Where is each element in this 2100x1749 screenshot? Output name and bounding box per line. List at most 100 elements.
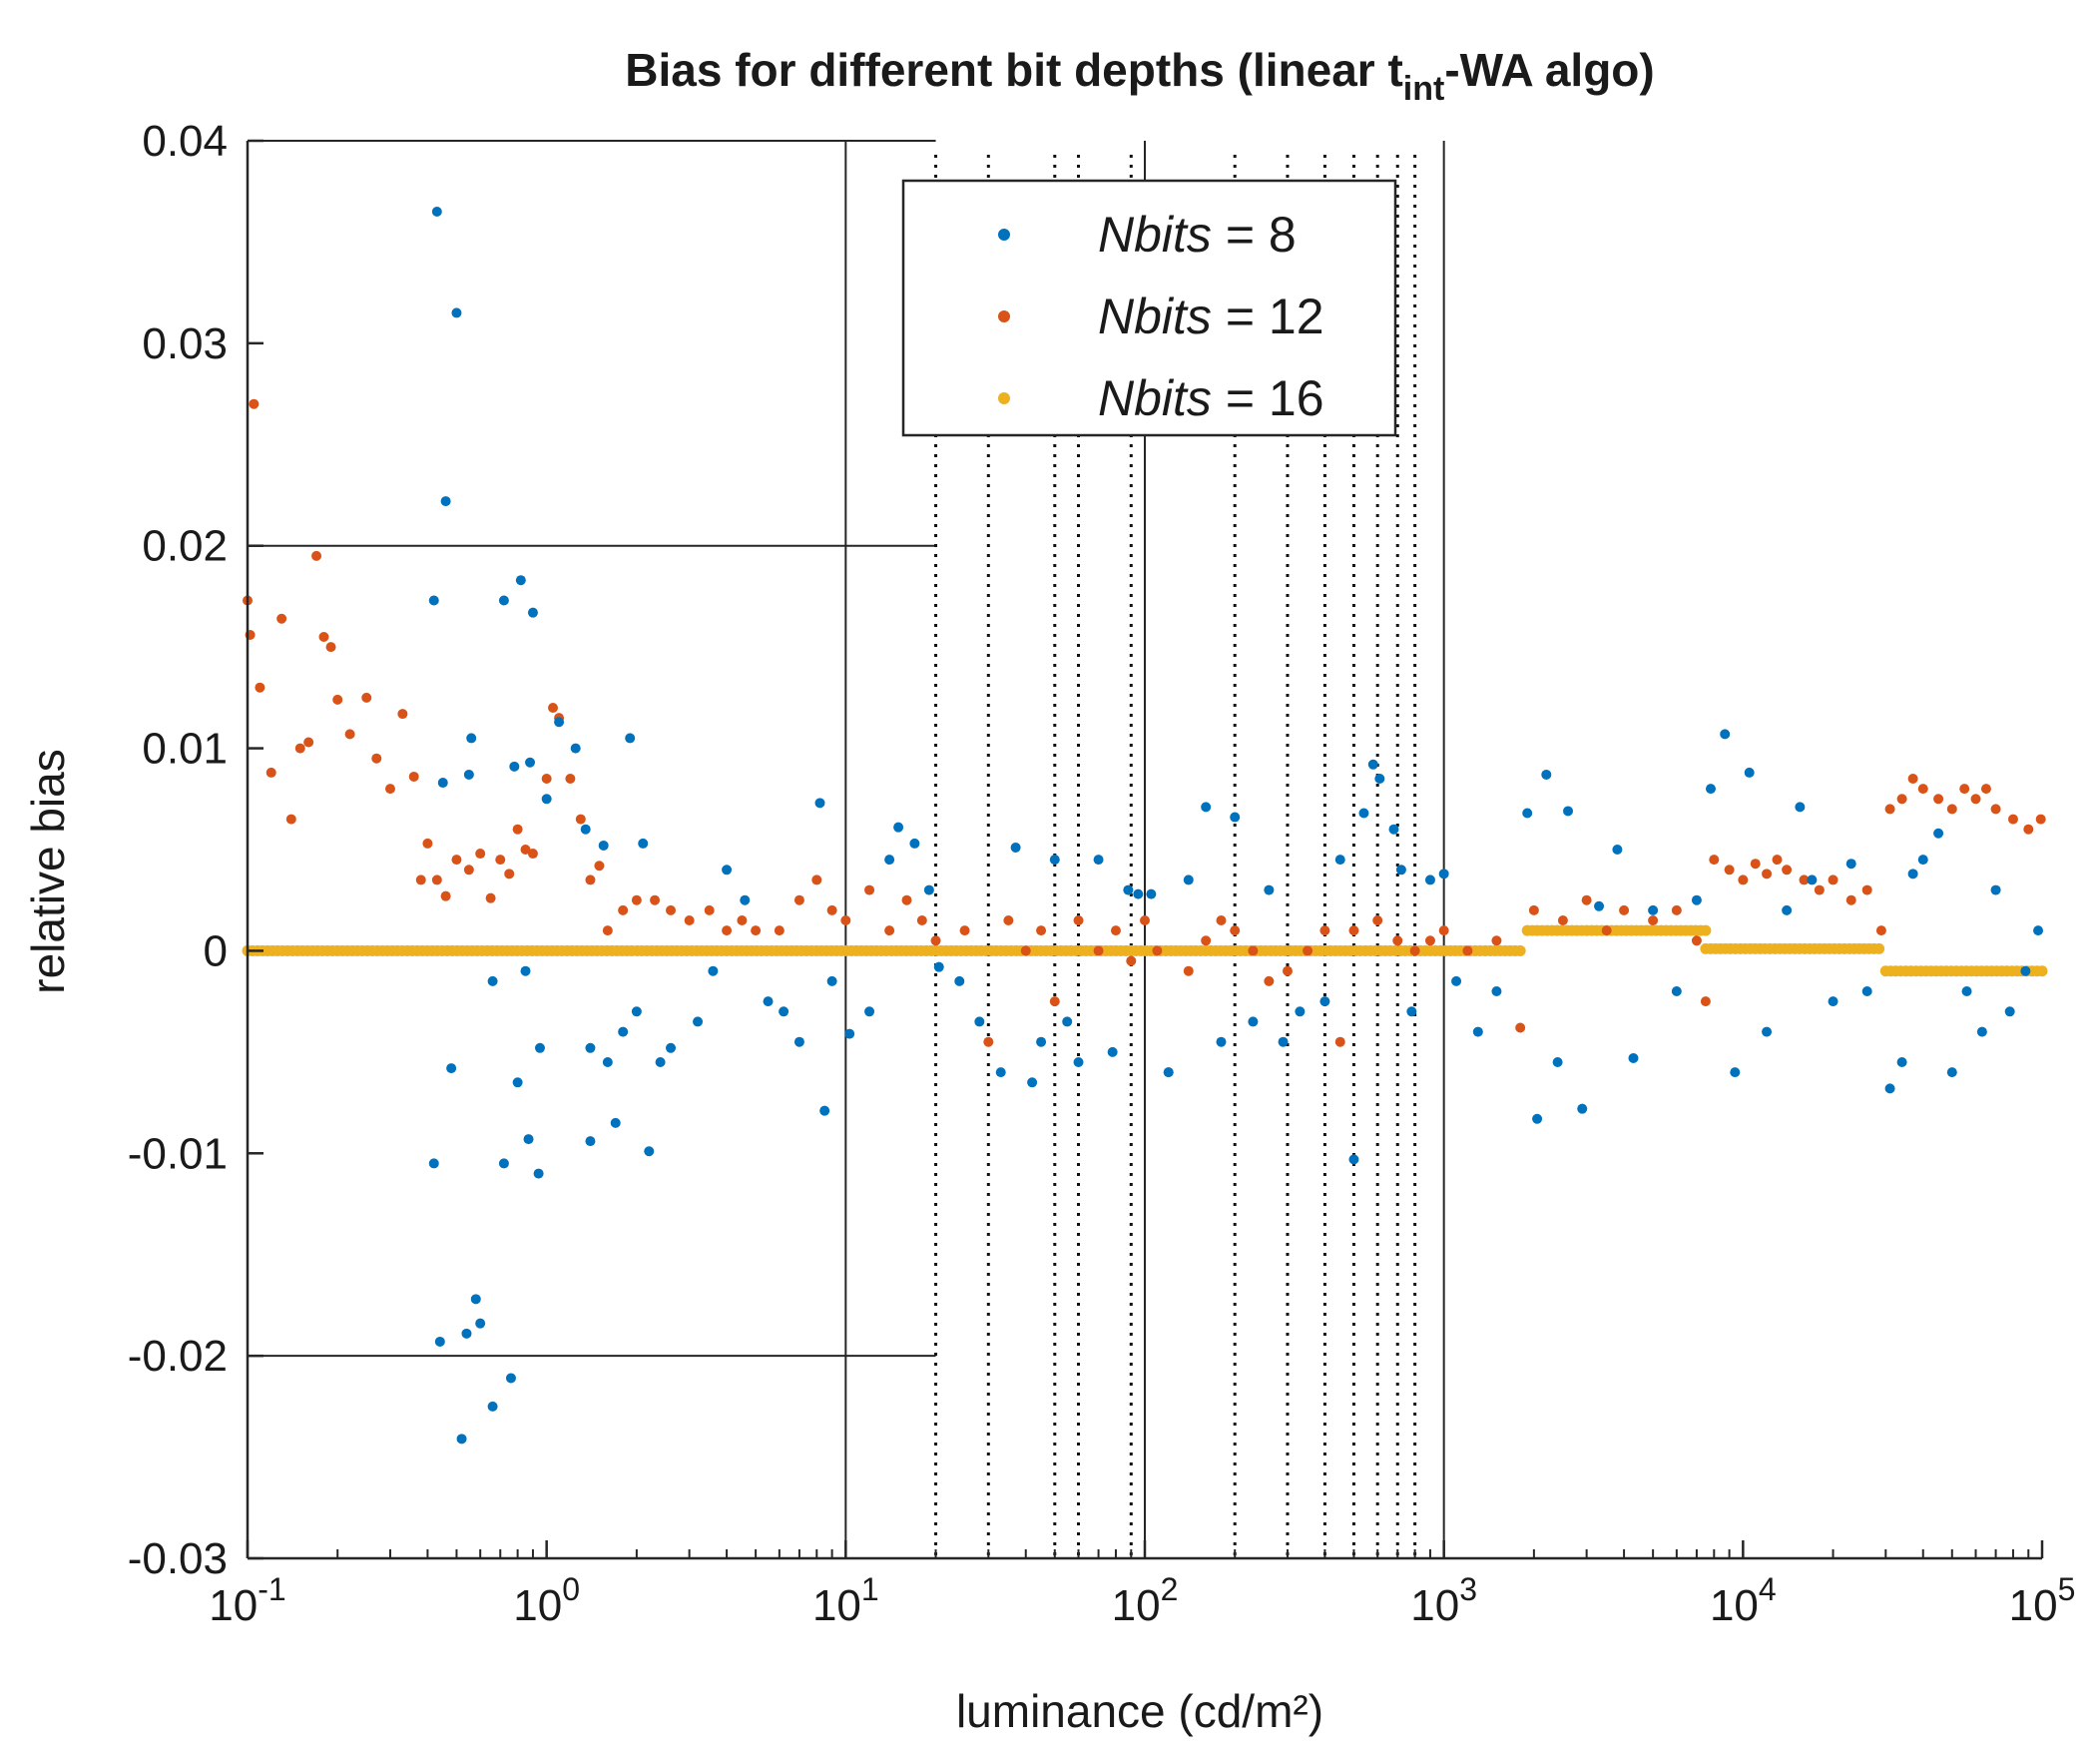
series-12-point <box>1907 774 1918 784</box>
series-8-point <box>1691 894 1702 905</box>
series-12-point <box>1264 975 1275 986</box>
series-8-point <box>512 1077 523 1088</box>
series-12-point <box>1248 945 1259 956</box>
y-axis-label: relative bias <box>22 749 74 993</box>
series-8-point <box>534 1042 545 1053</box>
series-8-point <box>1563 806 1574 817</box>
series-8-point <box>437 778 448 789</box>
series-12-point <box>485 892 496 903</box>
series-8-point <box>1334 855 1345 866</box>
series-8-point <box>580 824 591 835</box>
legend-entry: Nbits = 12 <box>1098 289 1324 344</box>
series-8-point <box>1577 1103 1588 1114</box>
series-12-point <box>1700 996 1711 1007</box>
series-12-point <box>575 814 586 825</box>
series-12-point <box>1845 894 1856 905</box>
series-12-point <box>1183 965 1194 976</box>
series-12-point <box>2023 824 2034 835</box>
series-12-point <box>1334 1036 1345 1047</box>
series-8-point <box>440 496 451 507</box>
series-12-point <box>548 703 559 713</box>
series-12-point <box>1814 884 1825 895</box>
series-16-point <box>1514 944 1526 956</box>
series-12-point <box>1917 784 1928 795</box>
series-12-point <box>1372 915 1383 925</box>
series-12-point <box>1303 945 1313 956</box>
series-12-point <box>1970 794 1981 805</box>
series-12-point <box>344 729 355 740</box>
series-8-point <box>693 1016 704 1027</box>
series-8-point <box>1062 1016 1073 1027</box>
series-8-point <box>666 1042 677 1053</box>
x-tick-label: 101 <box>812 1571 879 1630</box>
series-12-point <box>311 550 322 561</box>
series-8-point <box>585 1042 596 1053</box>
series-12-point <box>371 753 382 764</box>
series-8-point <box>1884 1083 1895 1094</box>
series-12-point <box>276 613 287 624</box>
series-8-point <box>631 1006 642 1017</box>
y-tick-label: -0.03 <box>128 1534 228 1583</box>
series-8-point <box>431 207 442 217</box>
series-12-point <box>475 849 486 860</box>
series-8-point <box>893 822 904 833</box>
series-12-point <box>422 838 433 849</box>
x-axis-label: luminance (cd/m²) <box>956 1685 1323 1737</box>
series-12-point <box>1933 794 1944 805</box>
series-8-point <box>1295 1006 1306 1017</box>
series-12-point <box>361 692 372 703</box>
y-tick-label: -0.01 <box>128 1129 228 1178</box>
series-12-point <box>1392 935 1403 946</box>
series-12-point <box>265 767 276 778</box>
series-8-point <box>1648 904 1659 915</box>
series-12-point <box>303 737 314 748</box>
series-8-point <box>1093 855 1104 866</box>
series-12-point <box>1409 945 1420 956</box>
series-12-point <box>1557 915 1568 925</box>
series-8-point <box>541 794 552 805</box>
series-12-point <box>318 632 329 642</box>
series-12-point <box>1946 804 1957 815</box>
series-8-point <box>2033 925 2044 936</box>
x-tick-label: 104 <box>1710 1571 1777 1630</box>
series-12-point <box>249 398 260 409</box>
series-12-point <box>1581 894 1592 905</box>
y-tick-label: -0.02 <box>128 1332 228 1381</box>
legend: Nbits = 8 Nbits = 12 Nbits = 16 <box>901 179 1397 437</box>
series-8-point <box>446 1063 457 1074</box>
series-12-point <box>397 709 408 720</box>
series-12-point <box>1980 784 1991 795</box>
series-12-point <box>431 874 442 885</box>
series-8-point <box>618 1026 629 1037</box>
series-8-point <box>1828 996 1838 1007</box>
series-12-point <box>1884 804 1895 815</box>
series-12-point <box>737 915 748 925</box>
series-12-point <box>285 814 296 825</box>
series-12-point <box>1648 915 1659 925</box>
series-12-point <box>1528 904 1539 915</box>
series-12-point <box>1772 855 1783 866</box>
series-12-point <box>1003 915 1014 925</box>
series-16-segment <box>1879 965 2048 977</box>
series-12-point <box>1762 869 1773 879</box>
series-16-segment <box>242 944 1526 956</box>
series-12-point <box>793 894 804 905</box>
series-12-point <box>959 925 970 936</box>
series-12-point <box>1424 935 1435 946</box>
series-8-point <box>487 1401 498 1412</box>
series-8-point <box>610 1117 621 1128</box>
series-8-point <box>814 798 825 809</box>
series-12-point <box>565 774 576 784</box>
series-8-point <box>909 838 920 849</box>
series-16-segment <box>1700 942 1885 954</box>
series-8-point <box>1451 975 1462 986</box>
series-12-point <box>666 904 677 915</box>
series-12-point <box>1828 874 1838 885</box>
series-12-point <box>840 915 851 925</box>
series-8-point <box>498 595 509 606</box>
series-12-point <box>1799 874 1810 885</box>
series-8-point <box>554 717 565 728</box>
series-8-point <box>1230 812 1241 823</box>
series-8-point <box>2004 1006 2015 1017</box>
